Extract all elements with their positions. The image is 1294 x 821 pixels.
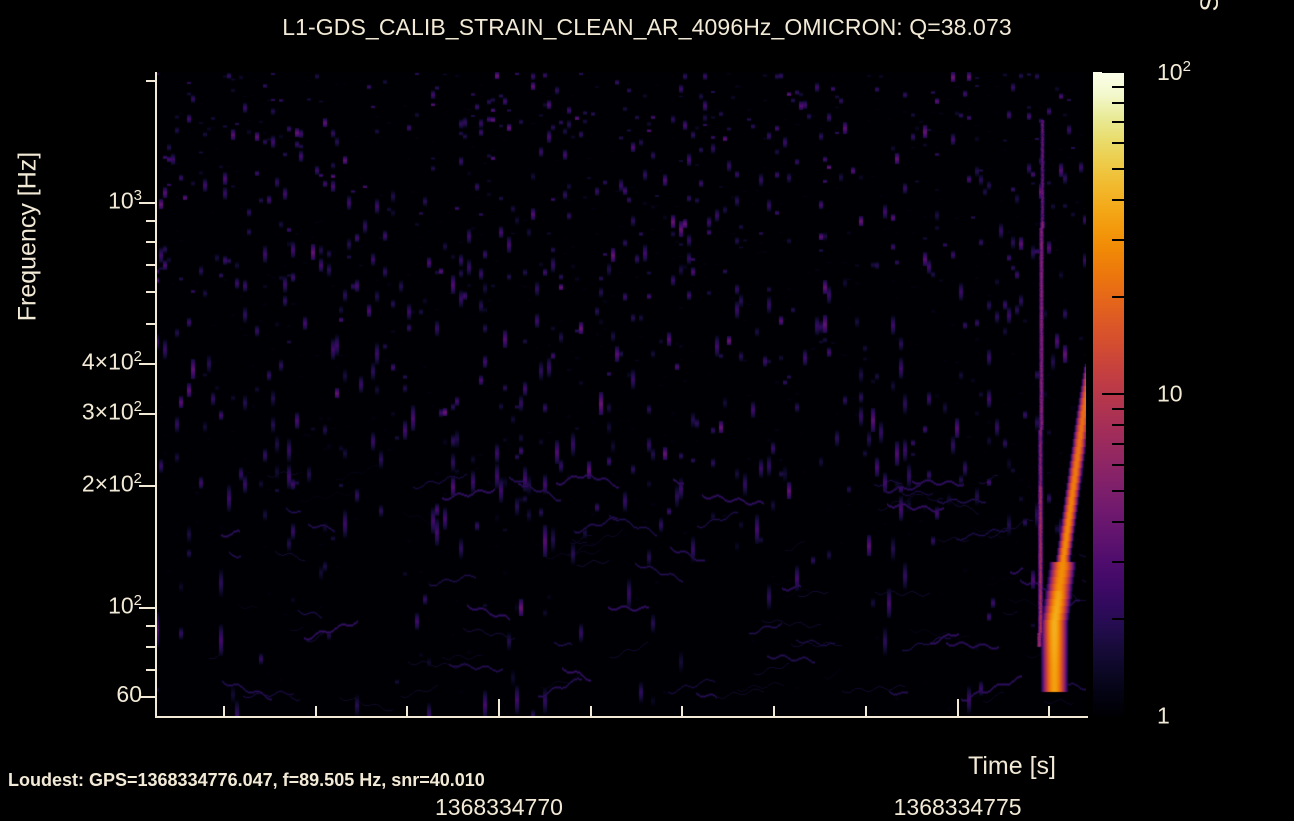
spectrogram-image	[155, 72, 1086, 716]
loudest-event-status: Loudest: GPS=1368334776.047, f=89.505 Hz…	[8, 770, 485, 790]
colorbar-minor-tick	[1112, 407, 1124, 410]
y-axis-major-tick	[139, 201, 155, 204]
x-axis-major-tick	[497, 699, 500, 716]
x-axis-minor-tick	[314, 706, 317, 716]
colorbar-minor-tick	[1112, 120, 1124, 123]
y-axis-major-tick	[139, 484, 155, 487]
colorbar-minor-tick	[1112, 85, 1124, 88]
y-axis-major-tick	[139, 696, 155, 699]
figure-title: L1-GDS_CALIB_STRAIN_CLEAN_AR_4096Hz_OMIC…	[282, 14, 1012, 40]
colorbar-minor-tick	[1112, 102, 1124, 105]
x-axis-minor-tick	[681, 706, 684, 716]
y-axis-minor-tick	[146, 323, 155, 326]
y-axis-ticks: 60 102 2×102 3×102 4×102 103	[0, 72, 1294, 716]
colorbar-tick-label: 102	[1157, 58, 1191, 85]
y-axis-minor-tick	[146, 291, 155, 294]
y-axis-tick-label: 3×102	[81, 398, 142, 425]
colorbar-major-tick	[1102, 71, 1124, 73]
y-axis-minor-tick	[146, 645, 155, 648]
y-axis-tick-label: 102	[108, 591, 142, 619]
colorbar-minor-tick	[1112, 142, 1124, 145]
x-axis-minor-tick	[1048, 706, 1051, 716]
x-axis-ticks: 1368334770 1368334775	[155, 72, 1086, 820]
x-axis-minor-tick	[773, 706, 776, 716]
colorbar-ticks: 102 10 1	[1093, 58, 1293, 729]
y-axis-tick-label: 2×102	[81, 469, 142, 497]
colorbar-minor-tick	[1112, 296, 1124, 299]
colorbar-minor-tick	[1112, 464, 1124, 467]
y-axis-major-tick	[139, 413, 155, 416]
spectrogram-plot-area	[155, 72, 1086, 716]
y-axis-minor-tick	[146, 220, 155, 223]
y-axis-major-tick	[139, 362, 155, 365]
x-axis-major-tick	[956, 699, 959, 716]
colorbar-tick-label: 10	[1157, 380, 1183, 407]
x-axis-minor-tick	[864, 706, 867, 716]
colorbar-minor-tick	[1112, 489, 1124, 492]
y-axis-tick-label: 103	[108, 186, 142, 214]
x-axis-title: Time [s]	[968, 752, 1056, 780]
y-axis-minor-tick	[146, 669, 155, 672]
y-axis-major-tick	[139, 606, 155, 609]
x-axis-minor-tick	[222, 706, 225, 716]
colorbar-minor-tick	[1112, 442, 1124, 445]
colorbar-minor-tick	[1112, 521, 1124, 524]
y-axis-tick-label: 4×102	[81, 347, 142, 375]
colorbar-minor-tick	[1112, 239, 1124, 242]
colorbar-title: SNR	[1196, 0, 1225, 60]
colorbar-major-tick	[1102, 393, 1124, 395]
x-axis-tick-label: 1368334770	[434, 794, 563, 820]
y-axis-minor-tick	[146, 240, 155, 243]
x-axis-minor-tick	[589, 706, 592, 716]
colorbar-minor-tick	[1112, 561, 1124, 564]
y-axis-tick-label: 60	[116, 681, 142, 708]
colorbar-minor-tick	[1112, 199, 1124, 202]
colorbar-minor-tick	[1112, 424, 1124, 427]
y-axis-minor-tick	[146, 625, 155, 628]
colorbar-tick-label: 1	[1157, 702, 1170, 729]
colorbar-minor-tick	[1112, 618, 1124, 621]
y-axis-minor-tick	[146, 264, 155, 267]
x-axis-tick-label: 1368334775	[893, 794, 1022, 820]
x-axis-minor-tick	[406, 706, 409, 716]
colorbar-minor-tick	[1112, 167, 1124, 170]
y-axis-minor-tick	[146, 79, 155, 82]
